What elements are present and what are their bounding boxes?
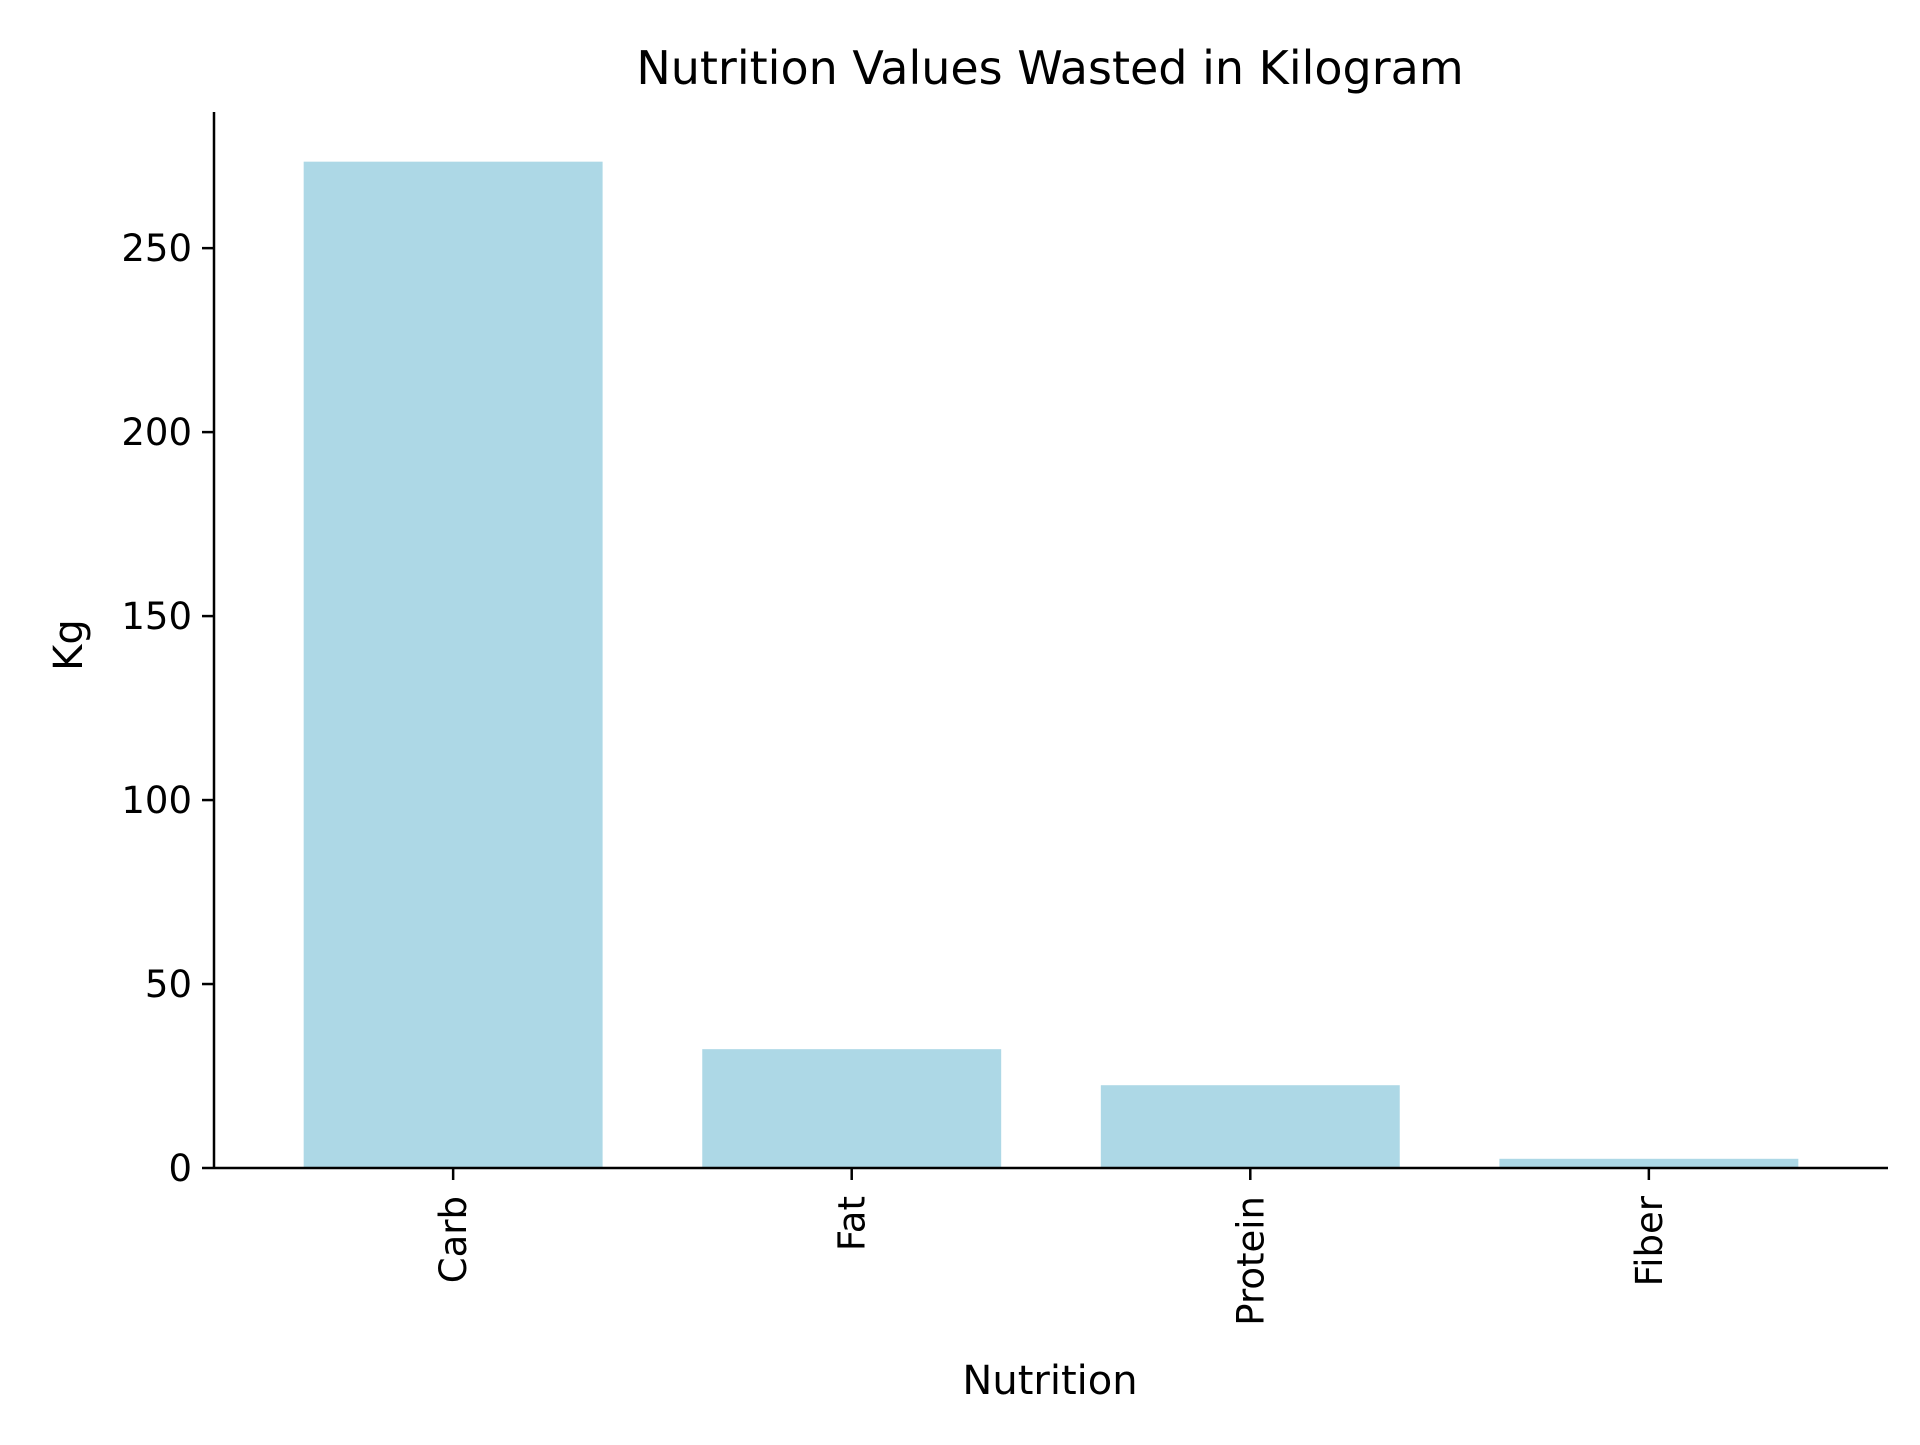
y-tick-label: 250 — [121, 227, 192, 270]
y-tick-label: 150 — [121, 595, 192, 638]
bar-carb — [303, 161, 603, 1168]
x-tick-label-fat: Fat — [831, 1196, 874, 1251]
bar-protein — [1100, 1085, 1400, 1168]
bar-fiber — [1499, 1158, 1799, 1168]
y-axis-ticks: 0 50 100 150 200 250 — [121, 227, 214, 1190]
x-tick-label-fiber: Fiber — [1628, 1195, 1671, 1286]
y-tick-label: 50 — [145, 963, 192, 1006]
x-axis-ticks: Carb Fat Protein Fiber — [432, 1168, 1671, 1326]
bar-fat — [702, 1049, 1002, 1168]
x-tick-label-protein: Protein — [1229, 1196, 1272, 1326]
chart-title: Nutrition Values Wasted in Kilogram — [636, 41, 1463, 95]
x-tick-label-carb: Carb — [432, 1196, 475, 1283]
y-axis-label: Kg — [46, 619, 92, 671]
y-tick-label: 100 — [121, 779, 192, 822]
x-axis-label: Nutrition — [962, 1358, 1137, 1404]
y-tick-label: 0 — [168, 1147, 192, 1190]
plot-area — [303, 161, 1799, 1168]
y-tick-label: 200 — [121, 411, 192, 454]
